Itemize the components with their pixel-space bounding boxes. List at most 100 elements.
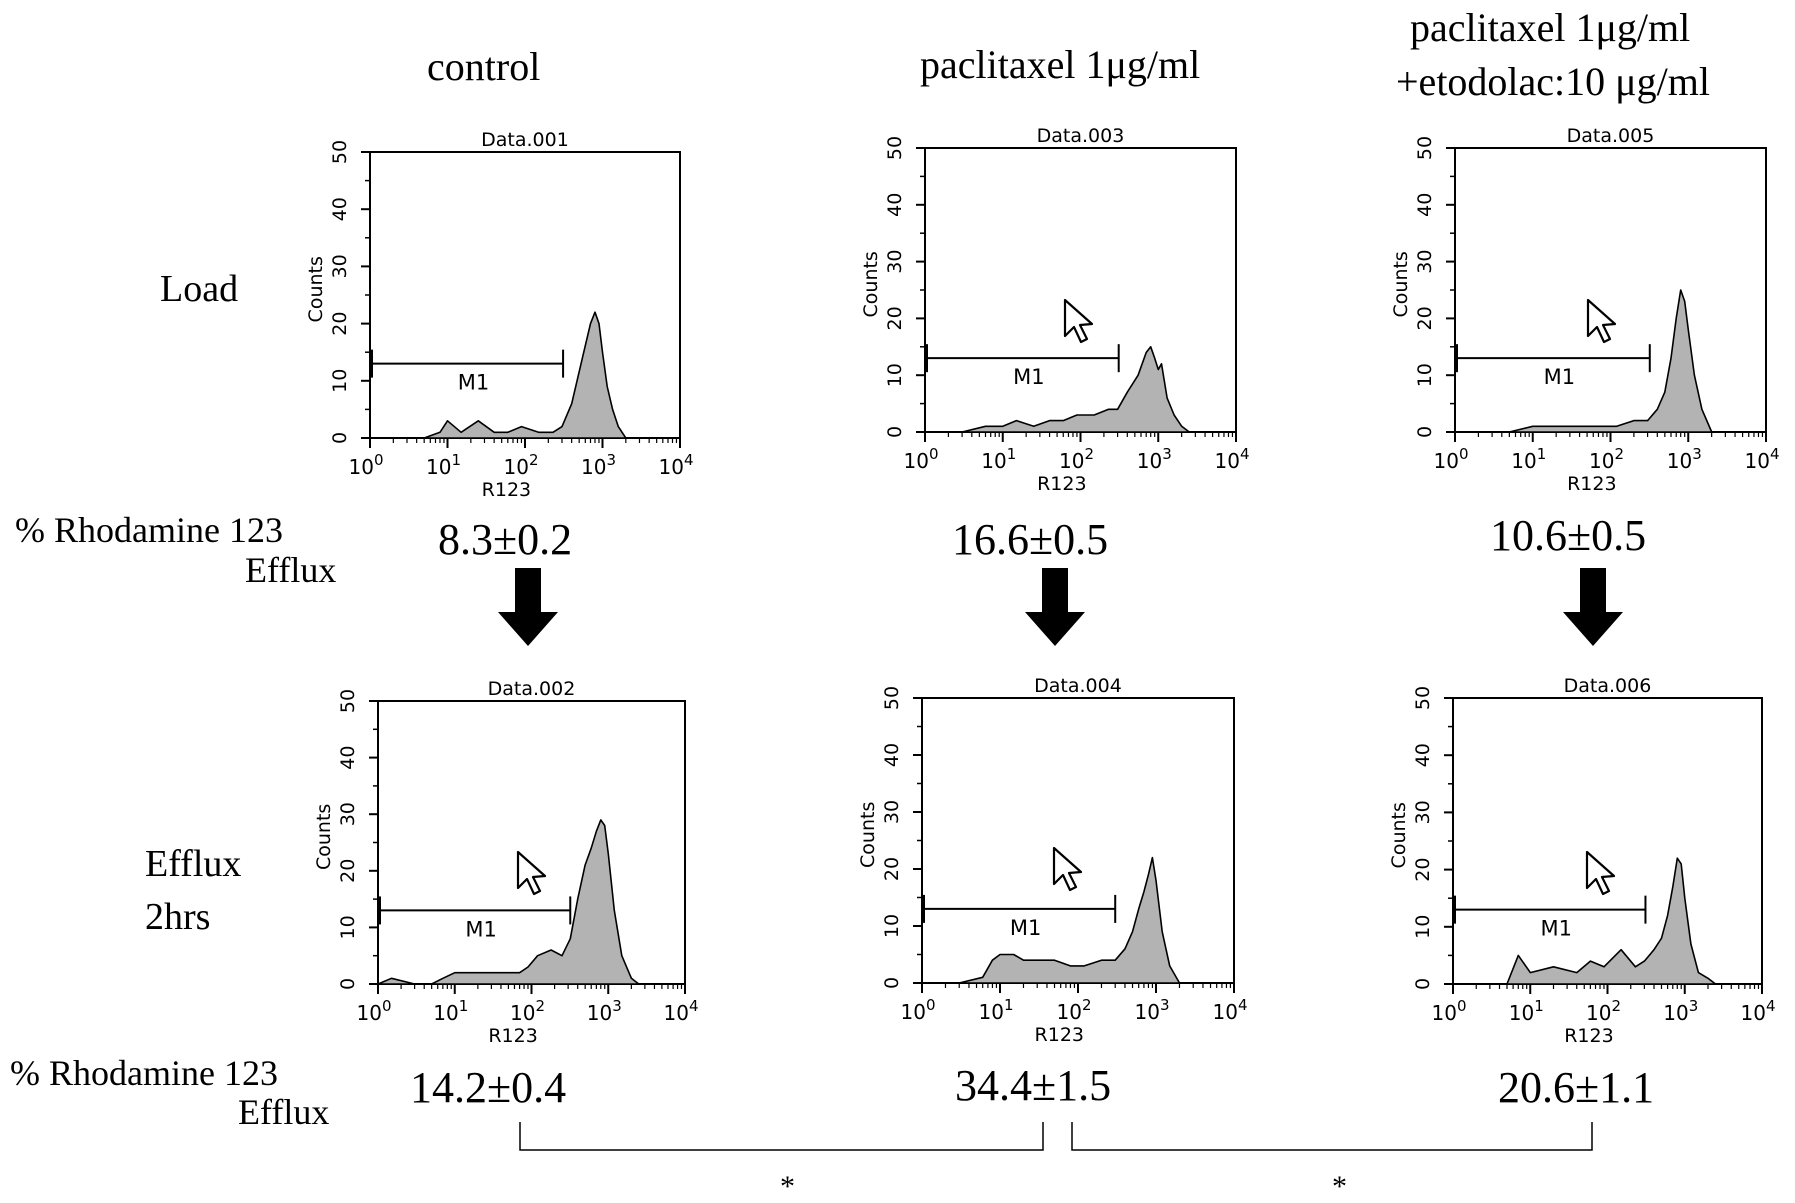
metric-label-efflux-line2: Efflux — [238, 1092, 330, 1132]
y-tick-label: 10 — [1414, 363, 1436, 387]
metric-label-load-line2: Efflux — [245, 550, 337, 590]
y-tick-label: 0 — [884, 426, 906, 438]
panel-title: Data.006 — [1564, 675, 1652, 697]
y-tick-label: 40 — [329, 197, 351, 221]
x-tick-label: 100 — [349, 451, 384, 479]
significance-bracket-2 — [1071, 1122, 1593, 1151]
y-axis-label: Counts — [860, 251, 882, 317]
y-tick-label: 40 — [337, 746, 359, 770]
histogram-panel: M1 Data.005 0 10 20 30 40 50 Counts 100 101 102 103 1… — [1390, 125, 1780, 495]
y-tick-label: 20 — [1412, 858, 1434, 882]
x-tick-label: 103 — [1667, 445, 1702, 473]
y-tick-label: 30 — [337, 802, 359, 826]
panel-title: Data.005 — [1567, 125, 1655, 147]
value-load-paclitaxel: 16.6±0.5 — [952, 515, 1109, 564]
x-tick-label: 102 — [1589, 445, 1624, 473]
y-tick-label: 50 — [881, 686, 903, 710]
y-axis-label: Counts — [1388, 802, 1410, 868]
y-tick-label: 0 — [881, 977, 903, 989]
plot-frame — [377, 700, 686, 985]
y-tick-label: 30 — [329, 254, 351, 278]
plot-frame — [924, 147, 1237, 433]
x-tick-label: 101 — [1509, 997, 1544, 1025]
y-tick-label: 10 — [881, 914, 903, 938]
gate-label: M1 — [1540, 917, 1571, 941]
cursor-pointer-icon — [516, 850, 547, 896]
y-tick-label: 30 — [884, 250, 906, 274]
x-tick-label: 101 — [1511, 445, 1546, 473]
x-tick-label: 102 — [1059, 445, 1094, 473]
y-tick-label: 20 — [329, 312, 351, 336]
x-axis-label: R123 — [1037, 473, 1086, 495]
histogram-panel: M1 Data.006 0 10 20 30 40 50 Counts 100 101 102 103 1… — [1388, 675, 1776, 1047]
y-tick-label: 50 — [329, 140, 351, 164]
y-tick-label: 0 — [329, 432, 351, 444]
x-tick-label: 102 — [510, 997, 545, 1025]
cursor-pointer-icon — [1586, 298, 1617, 344]
x-tick-label: 100 — [1434, 445, 1469, 473]
cursor-pointer-icon — [1585, 850, 1616, 896]
x-axis-label: R123 — [1564, 1025, 1613, 1047]
x-tick-label: 102 — [504, 451, 539, 479]
gate-label: M1 — [458, 371, 489, 395]
x-axis-label: R123 — [1035, 1024, 1084, 1046]
value-efflux-control: 14.2±0.4 — [410, 1063, 567, 1112]
y-tick-label: 50 — [337, 689, 359, 713]
value-load-combo: 10.6±0.5 — [1490, 511, 1647, 560]
y-tick-label: 40 — [884, 193, 906, 217]
x-tick-label: 101 — [979, 996, 1014, 1024]
x-axis-label: R123 — [488, 1025, 537, 1047]
significance-star-2: * — [1332, 1170, 1347, 1203]
panel-title: Data.003 — [1037, 125, 1125, 147]
y-tick-label: 10 — [884, 363, 906, 387]
y-axis-label: Counts — [305, 256, 327, 322]
row-label-efflux-duration: 2hrs — [145, 896, 211, 938]
significance-bracket-1 — [519, 1122, 1044, 1151]
y-tick-label: 0 — [1414, 426, 1436, 438]
y-tick-label: 0 — [337, 978, 359, 990]
y-tick-label: 0 — [1412, 978, 1434, 990]
x-tick-label: 101 — [981, 445, 1016, 473]
y-axis-label: Counts — [1390, 251, 1412, 317]
histogram-area — [1452, 857, 1763, 985]
metric-label-load-line1: % Rhodamine 123 — [15, 510, 283, 550]
x-tick-label: 100 — [357, 997, 392, 1025]
x-tick-label: 103 — [1135, 996, 1170, 1024]
column-header-paclitaxel: paclitaxel 1μg/ml — [920, 42, 1201, 87]
histogram-area — [369, 311, 681, 439]
x-tick-label: 102 — [1057, 996, 1092, 1024]
plot-frame — [1452, 697, 1763, 985]
histogram-panel: M1 Data.002 0 10 20 30 40 50 Counts 100 101 102 103 1… — [313, 678, 699, 1047]
y-tick-label: 40 — [1412, 743, 1434, 767]
gate-label: M1 — [1013, 365, 1044, 389]
panel-title: Data.002 — [488, 678, 576, 700]
y-tick-label: 30 — [1412, 800, 1434, 824]
down-arrow-icon — [1025, 568, 1085, 646]
column-header-combo-line1: paclitaxel 1μg/ml — [1410, 5, 1691, 50]
histogram-area — [377, 819, 686, 985]
column-header-combo-line2: +etodolac:10 μg/ml — [1396, 59, 1710, 104]
histogram-area — [924, 346, 1237, 433]
x-axis-label: R123 — [1567, 473, 1616, 495]
y-axis-label: Counts — [857, 802, 879, 868]
down-arrow-icon — [1563, 568, 1623, 646]
x-tick-label: 103 — [1663, 997, 1698, 1025]
down-arrow-icon — [498, 568, 558, 646]
x-tick-label: 104 — [1213, 996, 1248, 1024]
column-header-control: control — [427, 44, 541, 89]
y-tick-label: 30 — [881, 800, 903, 824]
gate-label: M1 — [1010, 916, 1041, 940]
x-tick-label: 101 — [433, 997, 468, 1025]
y-axis-label: Counts — [313, 804, 335, 870]
plot-frame — [921, 697, 1235, 984]
histogram-panel: M1 Data.003 0 10 20 30 40 50 Counts 100 101 102 103 1… — [860, 125, 1250, 495]
cursor-pointer-icon — [1063, 298, 1094, 344]
x-tick-label: 100 — [901, 996, 936, 1024]
y-tick-label: 10 — [1412, 915, 1434, 939]
histogram-panel: M1 Data.001 0 10 20 30 40 50 Counts 100 101 102 103 1… — [305, 129, 694, 501]
histogram-area — [1454, 289, 1767, 433]
row-label-efflux: Efflux — [145, 843, 242, 885]
x-tick-label: 104 — [1745, 445, 1780, 473]
x-tick-label: 100 — [1432, 997, 1467, 1025]
